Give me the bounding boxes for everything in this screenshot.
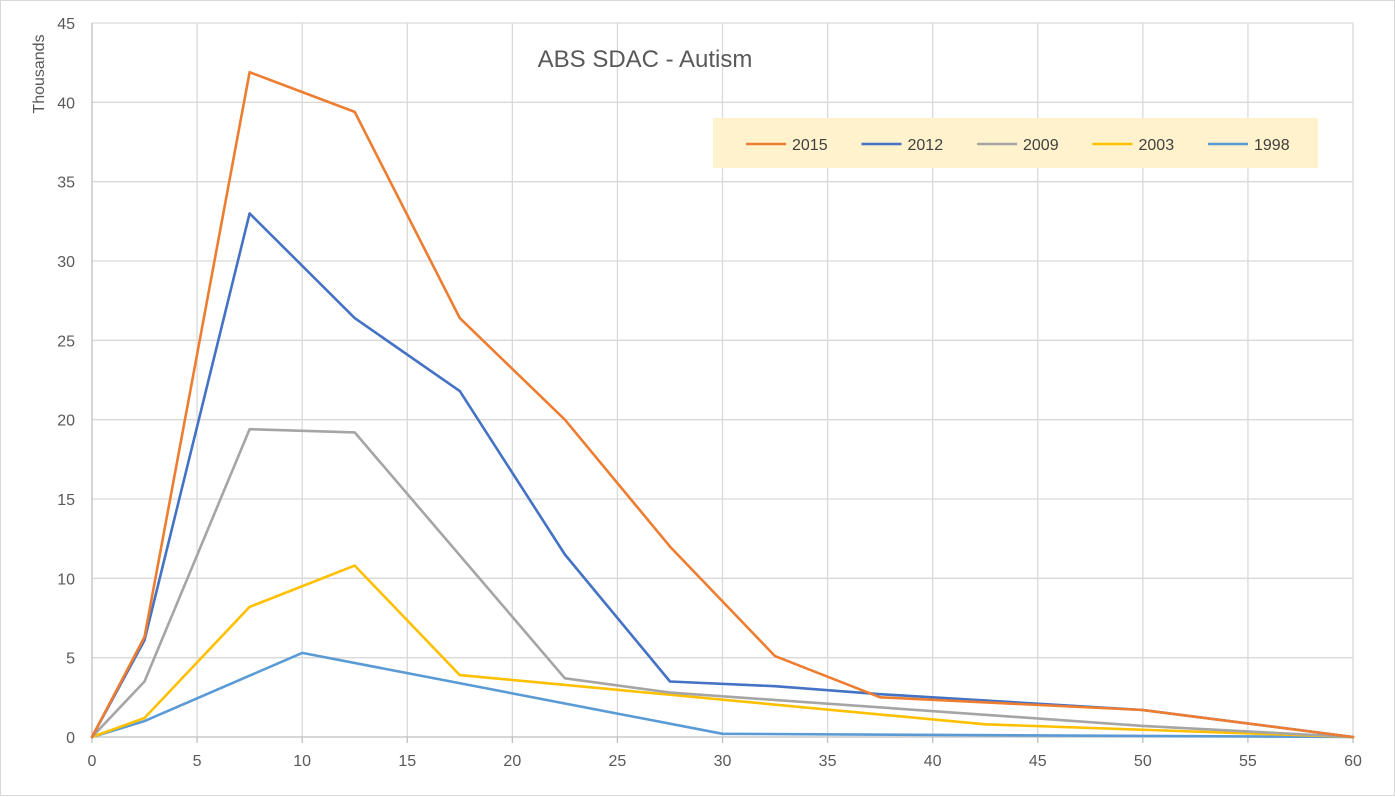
x-tick-label: 50 [1134,753,1152,770]
y-tick-label: 25 [57,333,75,350]
y-tick-label: 45 [57,16,75,33]
y-axis-title: Thousands [31,34,48,113]
y-tick-label: 0 [66,730,75,747]
x-tick-label: 15 [398,753,416,770]
y-tick-label: 15 [57,492,75,509]
legend-label-1998: 1998 [1254,137,1290,154]
y-tick-label: 10 [57,571,75,588]
legend-label-2012: 2012 [908,137,944,154]
chart-title: ABS SDAC - Autism [538,46,753,73]
y-tick-label: 35 [57,175,75,192]
x-tick-label: 45 [1029,753,1047,770]
legend-label-2015: 2015 [792,137,828,154]
x-tick-label: 5 [193,753,202,770]
legend-label-2003: 2003 [1139,137,1175,154]
y-tick-label: 5 [66,651,75,668]
x-tick-label: 55 [1239,753,1257,770]
y-tick-label: 40 [57,95,75,112]
x-tick-label: 35 [819,753,837,770]
x-tick-label: 0 [88,753,97,770]
x-tick-label: 25 [609,753,627,770]
legend-label-2009: 2009 [1023,137,1059,154]
legend: 2015 2012 2009 2003 1998 [713,118,1318,168]
x-tick-label: 20 [503,753,521,770]
x-tick-label: 60 [1344,753,1362,770]
x-tick-label: 30 [714,753,732,770]
x-tick-label: 10 [293,753,311,770]
x-tick-label: 40 [924,753,942,770]
y-tick-label: 30 [57,254,75,271]
y-tick-label: 20 [57,413,75,430]
